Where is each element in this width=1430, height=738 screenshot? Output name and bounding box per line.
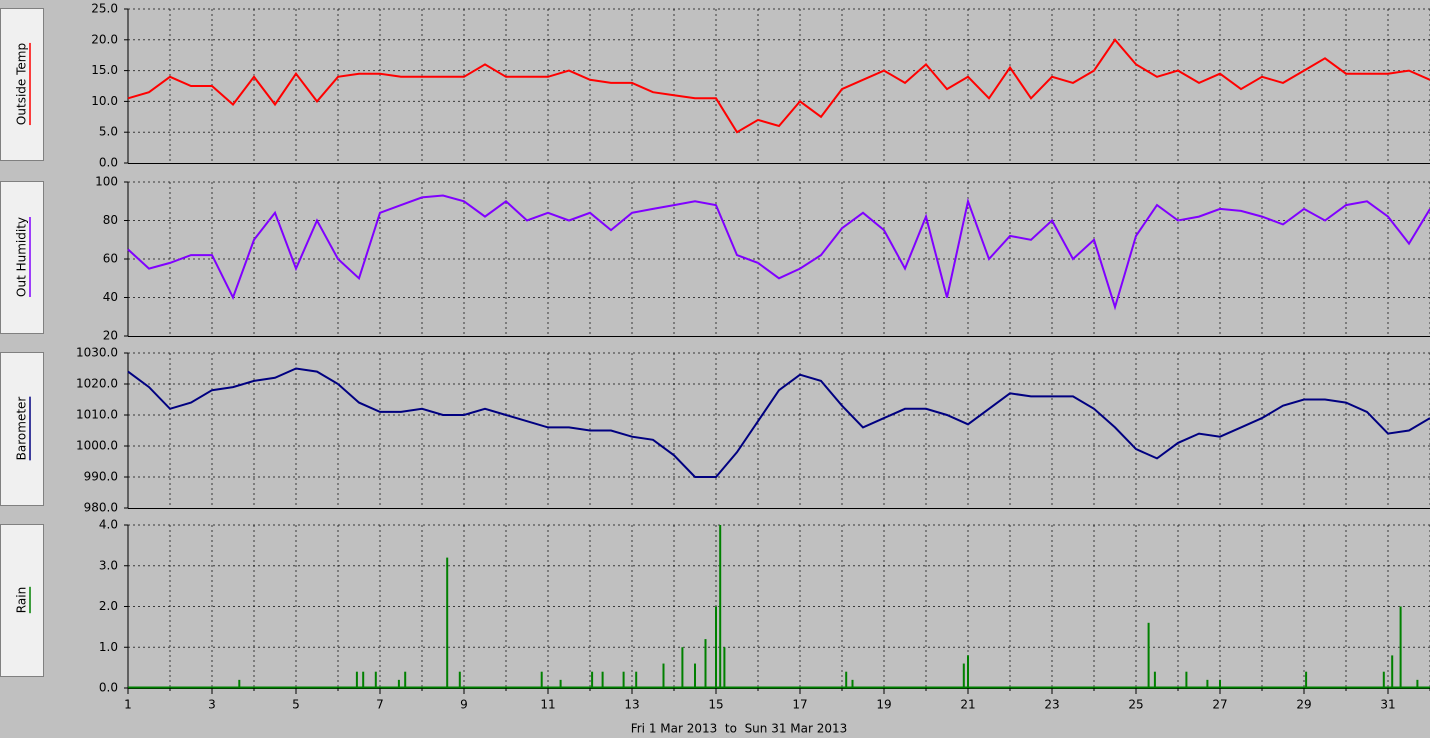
rain-bar [967,655,969,688]
y-tick-label: 1020.0 [76,377,118,391]
rain-bar [446,557,449,688]
x-tick-label: 5 [292,698,300,712]
x-tick-label: 7 [376,698,384,712]
x-tick-label: 31 [1380,698,1395,712]
rain-bar [1416,679,1419,688]
rain-bar [723,647,726,688]
rain-bar [397,679,400,688]
panel-button[interactable] [0,524,44,677]
x-axis-caption: Fri 1 Mar 2013 to Sun 31 Mar 2013 [631,722,848,736]
y-tick-label: 5.0 [99,125,118,139]
data-line [127,367,1430,478]
rain-bar [238,679,241,688]
y-tick-label: 1030.0 [76,346,118,360]
rain-bar [681,647,684,688]
rain-bar [962,663,965,688]
rain-bar [851,679,854,688]
rain-bar [635,671,638,688]
y-tick-label: 4.0 [99,518,118,532]
y-tick-label: 1.0 [99,640,118,654]
rain-bar [704,639,707,688]
rain-bar [719,525,722,688]
panel-label: Out Humidity [15,217,29,297]
rain-bar [1147,622,1150,688]
rain-bar [622,671,625,688]
x-tick-label: 21 [960,698,975,712]
y-tick-label: 80 [103,213,118,227]
rain-bar [1219,679,1221,688]
x-tick-label: 1 [124,698,132,712]
y-tick-label: 2.0 [99,599,118,613]
x-tick-label: 17 [792,698,807,712]
rain-bar [1185,671,1188,688]
rain-bar [845,671,848,688]
y-tick-label: 25.0 [91,2,118,16]
y-tick-label: 100 [95,175,118,189]
x-tick-label: 25 [1128,698,1143,712]
data-line [127,38,1430,134]
x-tick-label: 11 [540,698,555,712]
y-tick-label: 1010.0 [76,408,118,422]
panel-label: Rain [15,587,29,613]
y-tick-label: 20.0 [91,32,118,46]
y-tick-label: 0.0 [99,681,118,695]
y-tick-label: 1000.0 [76,439,118,453]
rain-bar [559,679,562,688]
y-tick-label: 40 [103,290,118,304]
rain-bar [1391,655,1394,688]
rain-bar [404,671,407,688]
x-tick-label: 13 [624,698,639,712]
x-tick-label: 27 [1212,698,1227,712]
x-tick-label: 15 [708,698,723,712]
x-tick-label: 3 [208,698,216,712]
x-tick-label: 29 [1296,698,1311,712]
rain-bar [540,671,543,688]
x-tick-label: 9 [460,698,468,712]
rain-bar [662,663,665,688]
rain-bar [601,671,604,688]
y-tick-label: 980.0 [84,501,118,515]
x-tick-label: 23 [1044,698,1059,712]
rain-bar [1399,606,1402,688]
panel-label: Barometer [15,397,29,461]
rain-bar [591,671,594,688]
panel-button[interactable] [0,352,44,506]
y-tick-label: 0.0 [99,156,118,170]
rain-bar [1206,679,1209,688]
y-tick-label: 10.0 [91,94,118,108]
panel-button[interactable] [0,8,44,161]
rain-bar [355,671,358,688]
rain-bar [458,671,461,688]
rain-bar [374,671,377,688]
rain-bar [715,606,717,688]
panel-label: Outside Temp [15,43,29,125]
panel-button[interactable] [0,181,44,334]
rain-bar [1382,671,1385,688]
rain-bar [1153,671,1156,688]
y-tick-label: 60 [103,252,118,266]
x-tick-label: 19 [876,698,891,712]
y-tick-label: 15.0 [91,63,118,77]
rain-bar [694,663,696,688]
y-tick-label: 990.0 [84,470,118,484]
y-tick-label: 20 [103,329,118,343]
rain-bar [362,671,365,688]
rain-bar [1305,671,1308,688]
y-tick-label: 3.0 [99,558,118,572]
data-line [127,194,1430,311]
